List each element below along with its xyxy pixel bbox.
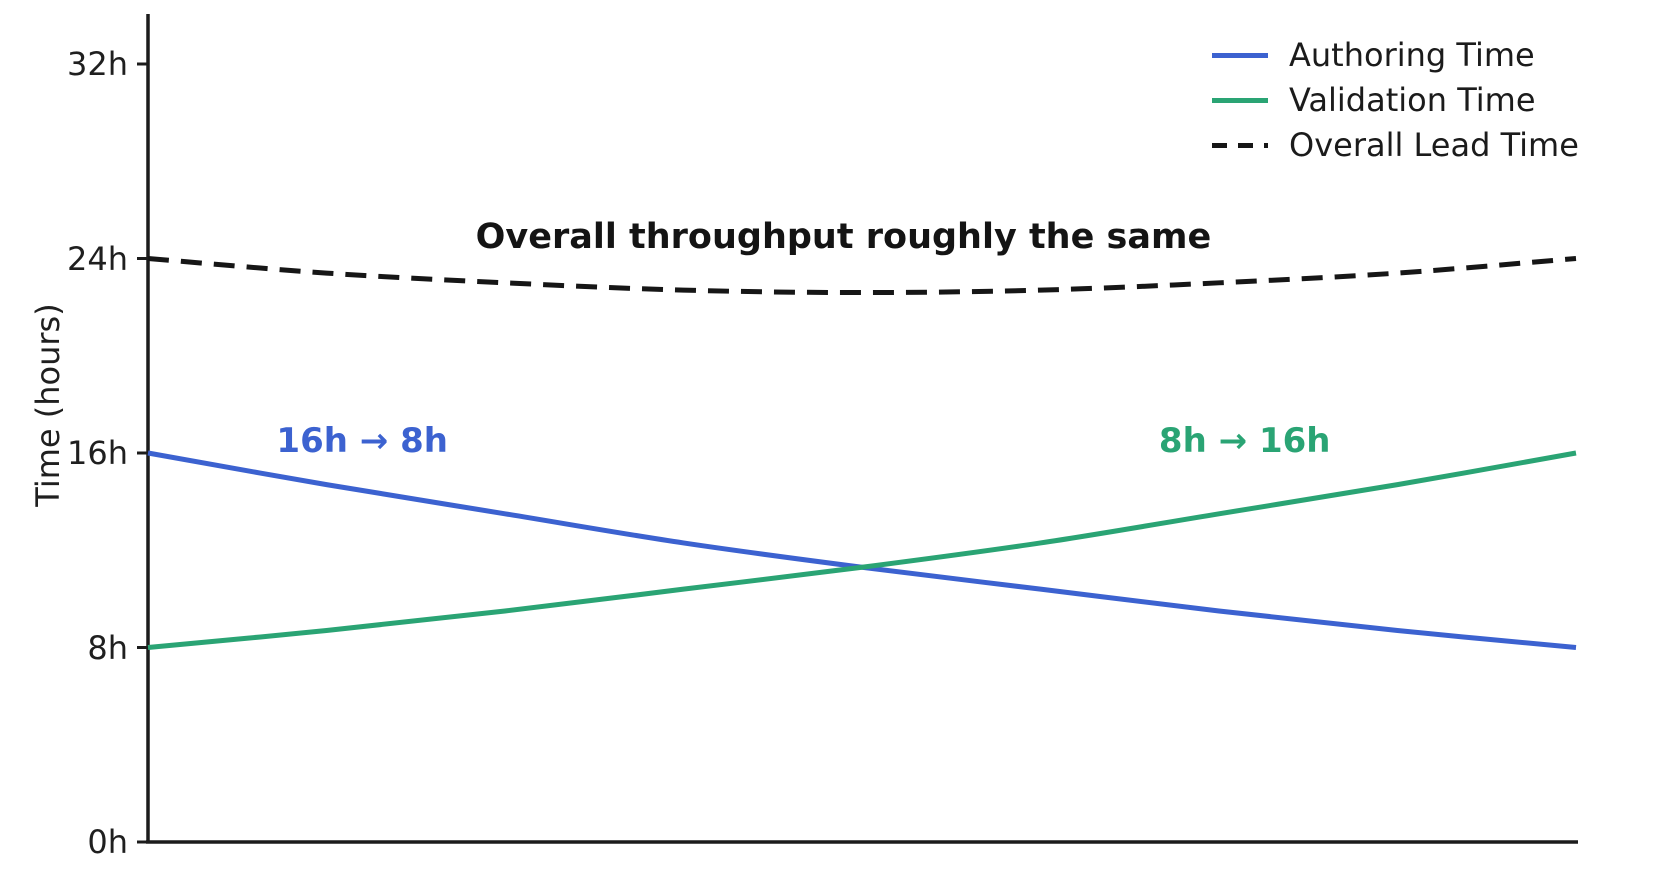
legend-item-overall: Overall Lead Time (1212, 126, 1579, 164)
series-line-0 (147, 450, 1577, 650)
legend-item-validation: Validation Time (1212, 81, 1579, 119)
legend-label-validation: Validation Time (1289, 81, 1536, 119)
y-tick-label: 0h (87, 823, 128, 861)
series-line-2 (147, 256, 1577, 296)
legend-item-authoring: Authoring Time (1212, 36, 1579, 74)
annotation-overall-note: Overall throughput roughly the same (475, 216, 1212, 257)
legend-label-authoring: Authoring Time (1289, 36, 1535, 74)
legend-swatch-validation-line-icon (1212, 97, 1268, 103)
annotation-validation-change: 8h → 16h (1158, 420, 1331, 461)
legend-swatch-authoring-line-icon (1212, 52, 1268, 58)
y-axis-label: Time (hours) (29, 303, 67, 507)
y-tick-label: 32h (67, 45, 128, 83)
legend-swatch-overall-dashed-line-icon (1212, 142, 1268, 148)
legend: Authoring Time Validation Time Overall L… (1212, 36, 1579, 164)
series-line-1 (147, 450, 1577, 650)
y-tick-label: 8h (87, 628, 128, 667)
annotation-authoring-change: 16h → 8h (276, 420, 448, 461)
y-tick-label: 16h (67, 434, 128, 472)
legend-label-overall: Overall Lead Time (1289, 126, 1579, 164)
y-tick-label: 24h (67, 239, 128, 278)
